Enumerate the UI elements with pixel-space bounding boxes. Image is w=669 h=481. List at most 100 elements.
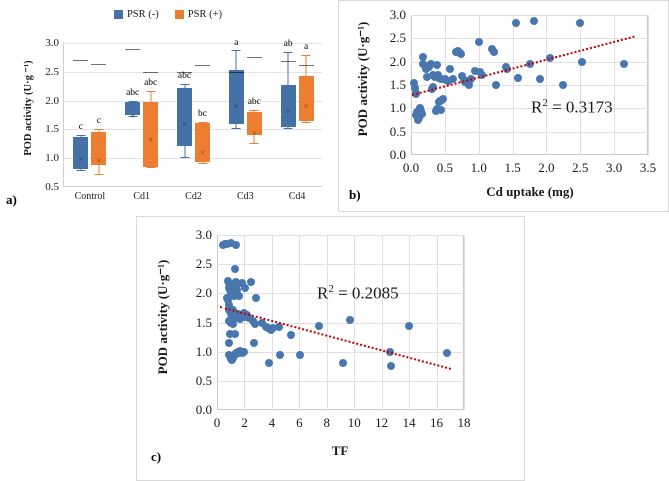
grid-line-horizontal — [411, 38, 648, 40]
data-point — [234, 291, 243, 300]
grid-line-horizontal — [411, 85, 648, 86]
mean-marker: × — [78, 154, 84, 165]
x-tick-label: 2.5 — [572, 160, 589, 175]
data-point — [478, 70, 487, 79]
boxplot-cd3-psr-pos: × abc — [246, 43, 262, 186]
y-tick-label: 0.0 — [389, 147, 406, 162]
data-point — [411, 89, 420, 98]
boxplot-cd1-psr-pos: × abc — [143, 43, 159, 186]
grid-line-horizontal — [217, 264, 464, 266]
boxplot-cd2-psr-neg: × abc — [177, 43, 192, 186]
data-point — [418, 53, 427, 61]
box-body — [177, 87, 192, 147]
significance-letter: abc — [126, 87, 140, 98]
data-point — [232, 286, 241, 295]
data-point — [227, 239, 236, 248]
whisker-cap-lower — [180, 157, 189, 159]
data-point — [346, 316, 355, 325]
median-line — [143, 72, 159, 74]
whisker-cap-upper — [231, 50, 241, 52]
x-tick-label-control: Control — [74, 191, 106, 202]
data-point — [252, 294, 261, 302]
significance-letter: a — [234, 37, 239, 48]
data-point — [274, 323, 283, 332]
y-tick-label: 1.5 — [389, 77, 406, 92]
mean-marker: × — [96, 155, 102, 166]
data-point — [230, 291, 239, 300]
y-tick-label: 2.0 — [45, 94, 59, 107]
data-point — [223, 296, 232, 305]
y-tick-label: 2.0 — [195, 285, 212, 301]
median-line — [246, 56, 262, 58]
r-squared-annotation: R2 = 0.3173 — [531, 97, 613, 117]
whisker-cap-lower — [146, 167, 156, 169]
whisker-upper — [98, 129, 100, 132]
panel-c-x-axis-label: TF — [331, 443, 349, 458]
x-tick-label: 8 — [323, 415, 331, 430]
boxplot-cd1-psr-neg: × abc — [125, 43, 141, 186]
grid-line-horizontal — [64, 71, 322, 73]
whisker-cap-upper — [94, 129, 104, 131]
y-tick-label: 1.0 — [45, 152, 59, 165]
panel-b-x-axis-label: Cd uptake (mg) — [486, 184, 574, 199]
significance-letter: abc — [247, 97, 261, 108]
significance-letter: c — [96, 116, 101, 127]
significance-letter: a — [303, 41, 309, 52]
data-point — [466, 75, 475, 84]
x-tick-label: 0.0 — [402, 160, 420, 175]
panel-c-y-axis-label: POD activity (U·g⁻¹) — [155, 259, 170, 375]
whisker-lower — [80, 169, 82, 170]
whisker-cap-lower — [249, 142, 259, 144]
x-tick-label-cd2: Cd2 — [185, 191, 202, 202]
legend-label-psr-negative: PSR (-) — [126, 9, 159, 20]
whisker-cap-lower — [128, 116, 138, 118]
median-line — [125, 49, 141, 51]
panel-b-y-axis-label: POD activity (U·g⁻¹) — [355, 21, 370, 137]
x-tick-label: 16 — [430, 415, 444, 430]
whisker-cap-lower — [76, 169, 86, 171]
data-point — [530, 17, 539, 26]
data-point — [224, 301, 233, 309]
box-body — [125, 102, 141, 115]
data-point — [385, 348, 394, 357]
grid-line-vertical — [464, 235, 465, 410]
r-squared-annotation: R2 = 0.2085 — [317, 283, 399, 303]
whisker-cap-lower — [94, 173, 104, 175]
data-point — [411, 84, 420, 93]
x-tick-label: 6 — [296, 415, 303, 430]
y-tick-label: 1.0 — [389, 100, 406, 116]
x-tick-label: 10 — [347, 415, 361, 430]
mean-marker: × — [251, 128, 257, 139]
data-point — [442, 348, 451, 357]
data-point — [444, 77, 453, 86]
panel-a-boxplot: PSR (-) PSR (+) POD activity (U·g ⁻¹) 0.… — [0, 0, 336, 215]
data-point — [269, 324, 278, 333]
data-point — [458, 71, 467, 80]
y-tick-label: 3.0 — [389, 7, 406, 22]
data-point — [230, 264, 239, 273]
data-point — [448, 75, 457, 84]
legend-swatch-psr-positive — [174, 10, 184, 19]
panel-a-plot-area: 0.5 1.0 1.5 2.0 2.5 3.0 Control × c × c Cd1 × abc × abc… — [45, 37, 322, 202]
grid-line-horizontal — [411, 15, 648, 16]
data-point — [559, 81, 568, 89]
whisker-upper — [235, 50, 237, 71]
data-point — [224, 338, 233, 347]
data-point — [239, 347, 248, 356]
median-line — [73, 59, 89, 61]
data-point — [577, 57, 586, 66]
boxplot-cd4-psr-pos: × a — [298, 41, 314, 186]
data-point — [545, 53, 554, 62]
grid-line-horizontal — [64, 100, 322, 102]
grid-line-vertical — [648, 15, 649, 155]
panel-a-y-axis-label: POD activity (U·g ⁻¹) — [23, 60, 34, 156]
whisker-lower — [184, 146, 185, 158]
data-point — [427, 85, 436, 94]
y-tick-label: 2.5 — [389, 30, 406, 46]
box-body — [280, 85, 296, 127]
grid-line-horizontal — [411, 131, 648, 133]
data-point — [224, 278, 233, 287]
data-point — [387, 362, 396, 371]
y-tick-label: 2.0 — [389, 53, 406, 69]
